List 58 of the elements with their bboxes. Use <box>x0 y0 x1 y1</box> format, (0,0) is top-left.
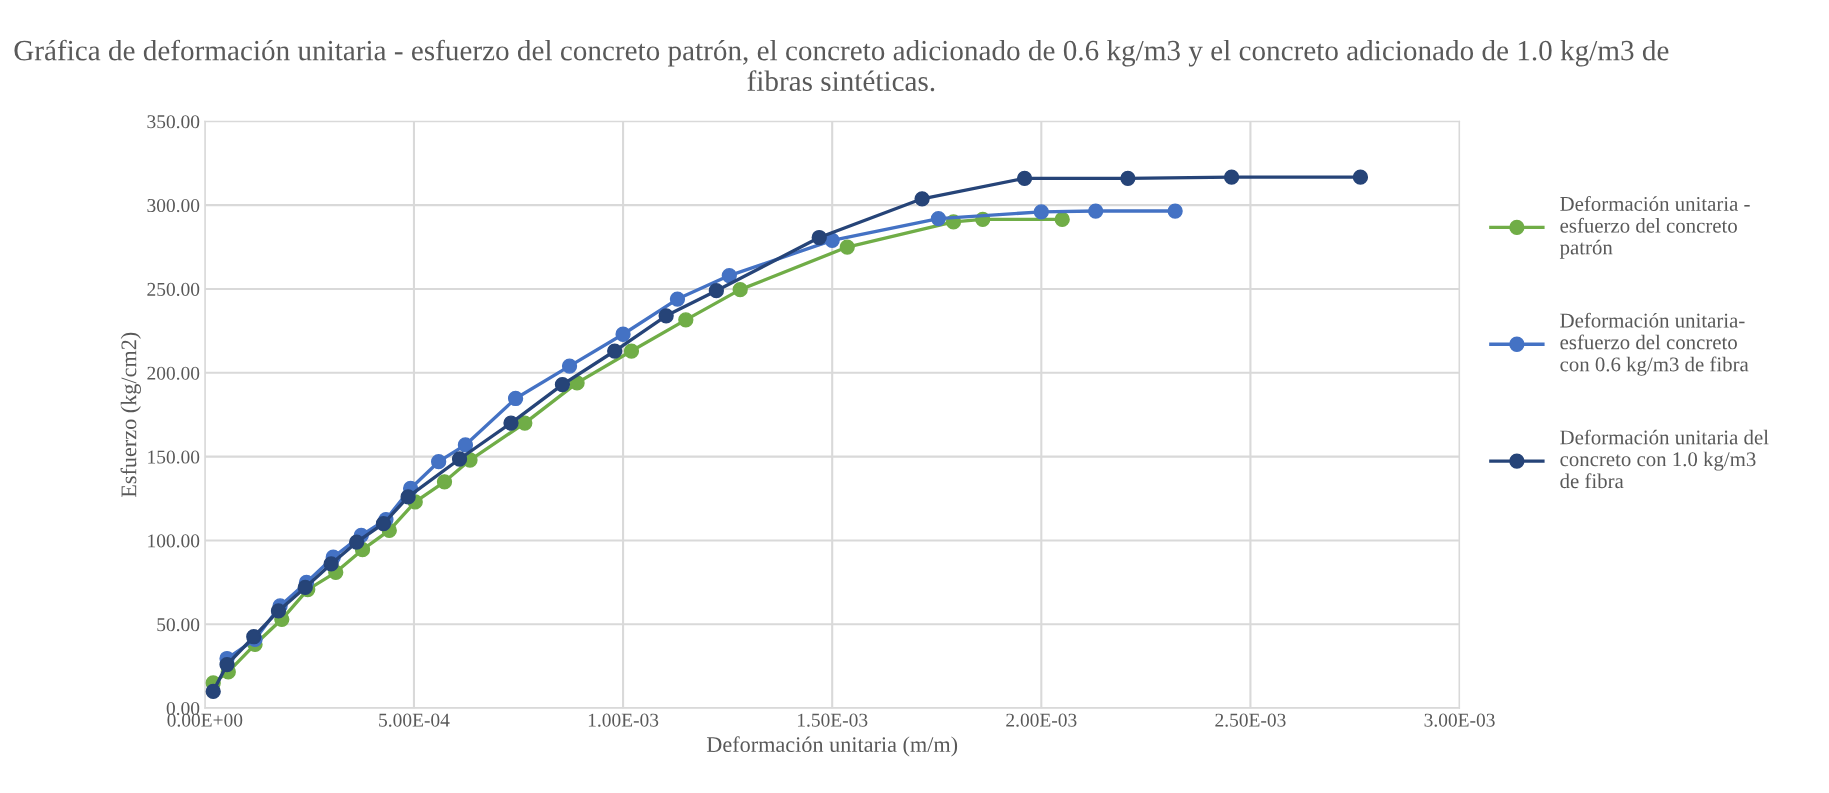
legend-label: Deformación unitaria- esfuerzo del concreto con 0.6 kg/m3 de fibra <box>1560 312 1749 376</box>
point <box>658 308 674 324</box>
y-tick-label: 100.00 <box>148 534 200 548</box>
point <box>1352 169 1369 185</box>
point <box>1223 169 1240 185</box>
point <box>554 376 571 393</box>
x-tick-label: 2.00E-03 <box>1006 713 1077 727</box>
y-tick-label: 350.00 <box>147 115 200 129</box>
point <box>1033 204 1049 220</box>
point <box>1088 203 1104 219</box>
x-tick-label: 0.00E+00 <box>167 713 243 727</box>
point <box>1167 203 1183 219</box>
x-axis-title: Deformación unitaria (m/m) <box>706 736 958 757</box>
point <box>436 474 453 490</box>
point <box>607 343 623 359</box>
point <box>375 516 392 532</box>
point <box>451 451 468 467</box>
point <box>930 210 947 227</box>
y-tick-label: 50.00 <box>157 618 200 632</box>
point <box>517 415 533 431</box>
point <box>615 326 631 342</box>
y-tick-label: 150.00 <box>148 450 200 464</box>
point <box>732 282 748 298</box>
x-tick-label: 1.50E-03 <box>797 713 868 727</box>
y-tick-label: 200.00 <box>147 366 200 380</box>
y-tick-label: 250.00 <box>147 282 200 297</box>
point <box>914 191 930 207</box>
point <box>270 603 287 619</box>
point <box>1120 170 1136 186</box>
point <box>721 267 737 284</box>
legend-label: Deformación unitaria - esfuerzo del concreto patrón <box>1559 196 1750 259</box>
point <box>503 415 519 431</box>
point <box>678 312 694 328</box>
point <box>1016 170 1033 186</box>
point <box>400 489 416 505</box>
point <box>669 291 686 307</box>
point <box>561 358 578 374</box>
point <box>430 454 447 470</box>
y-tick-label: 0.00 <box>166 701 200 716</box>
point <box>457 437 474 453</box>
point <box>349 534 365 550</box>
x-tick-label: 2.50E-03 <box>1215 713 1286 727</box>
point <box>708 283 724 299</box>
point <box>219 656 235 673</box>
point <box>323 556 339 572</box>
point <box>839 239 855 255</box>
y-axis-title: Esfuerzo (kg/cm2) <box>120 332 141 498</box>
point <box>623 343 640 359</box>
y-tick-label: 300.00 <box>147 198 200 213</box>
point <box>811 229 827 246</box>
legend-label: Deformación unitaria del concreto con 1.0 kg/m3 de fibra <box>1560 429 1769 489</box>
x-tick-label: 1.00E-03 <box>588 713 659 727</box>
chart-title: Gráfica de deformación unitaria - esfuerzo del concreto patrón, el concreto adicionado de 0.6 kg/m3 y el concreto adicionado de 1.0 kg/m3 de fibras sintéticas. <box>14 39 1669 92</box>
x-tick-label: 5.00E-04 <box>379 713 450 727</box>
point <box>205 683 221 700</box>
point <box>507 390 524 407</box>
point <box>1054 211 1070 228</box>
x-tick-label: 3.00E-03 <box>1424 713 1495 727</box>
